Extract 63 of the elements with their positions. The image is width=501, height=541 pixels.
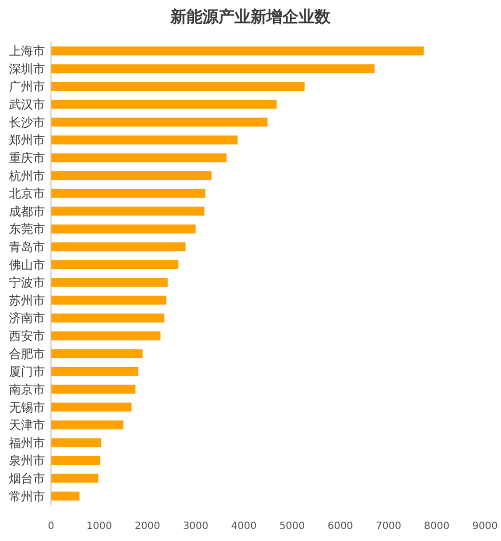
bar (51, 384, 136, 394)
y-tick-label: 北京市 (9, 186, 45, 201)
bar (51, 474, 98, 483)
bar (51, 82, 305, 91)
y-tick-label: 西安市 (9, 329, 45, 344)
y-tick-label: 南京市 (9, 382, 45, 396)
x-tick-label: 9000 (472, 521, 498, 532)
y-tick-label: 福州市 (9, 436, 45, 450)
y-tick-label: 成都市 (9, 204, 45, 218)
bar (51, 135, 238, 144)
x-tick-label: 8000 (424, 521, 450, 532)
bar (51, 420, 124, 430)
bar (51, 402, 132, 412)
bar (51, 100, 277, 109)
bar (51, 260, 178, 270)
x-tick-label: 1000 (86, 521, 112, 532)
bar (51, 331, 160, 340)
y-tick-label: 常州市 (9, 489, 45, 504)
bar (51, 242, 186, 252)
bar (51, 188, 206, 198)
chart-title: 新能源产业新增企业数 (170, 7, 332, 26)
y-tick-label: 厦门市 (9, 364, 45, 379)
x-tick-label: 4000 (231, 521, 257, 532)
bar (51, 224, 196, 234)
y-tick-label: 上海市 (9, 44, 45, 58)
x-tick-label: 7000 (376, 521, 402, 532)
x-tick-label: 5000 (279, 521, 305, 532)
bar (51, 349, 143, 358)
y-tick-label: 佛山市 (9, 258, 45, 272)
x-tick-label: 6000 (328, 521, 354, 532)
bar (51, 118, 268, 127)
y-tick-label: 青岛市 (9, 240, 45, 254)
bar (51, 153, 227, 162)
bar (51, 492, 80, 501)
bar (51, 456, 100, 465)
y-tick-label: 杭州市 (8, 168, 45, 183)
bar (51, 438, 102, 448)
y-tick-label: 广州市 (9, 80, 45, 94)
x-tick-label: 0 (48, 521, 54, 532)
y-tick-label: 合肥市 (9, 346, 45, 361)
bar (51, 314, 164, 322)
y-tick-label: 烟台市 (9, 471, 45, 486)
y-tick-label: 东莞市 (9, 222, 45, 236)
y-tick-label: 长沙市 (9, 115, 45, 130)
y-tick-label: 郑州市 (9, 133, 45, 148)
y-tick-label: 苏州市 (9, 293, 45, 308)
bar (51, 46, 424, 56)
y-tick-label: 武汉市 (9, 98, 45, 112)
bar (51, 366, 138, 376)
y-tick-label: 济南市 (9, 311, 45, 326)
y-tick-label: 宁波市 (9, 276, 45, 290)
bar (51, 296, 166, 305)
bar (51, 64, 375, 74)
bar (51, 206, 204, 216)
x-tick-label: 3000 (182, 521, 208, 532)
y-tick-label: 无锡市 (9, 400, 45, 414)
y-tick-label: 重庆市 (9, 150, 45, 165)
y-tick-label: 深圳市 (9, 62, 45, 76)
y-tick-label: 天津市 (9, 418, 45, 432)
y-tick-label: 泉州市 (9, 454, 45, 468)
bar (51, 278, 168, 287)
bar (51, 171, 212, 180)
x-tick-label: 2000 (134, 521, 160, 532)
